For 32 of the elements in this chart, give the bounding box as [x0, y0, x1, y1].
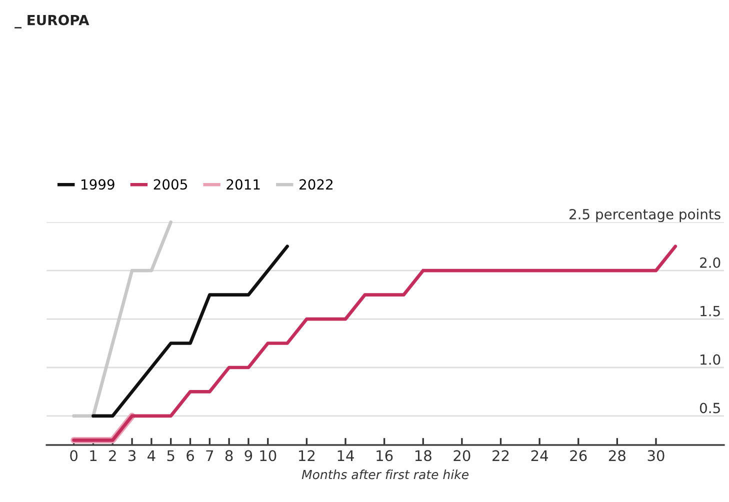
x-tick-label: 28	[608, 450, 626, 462]
x-tick-label: 30	[648, 450, 664, 462]
x-tick-label: 20	[454, 450, 470, 462]
y-tick-label: 0.5	[700, 402, 720, 414]
x-tick-label: 26	[570, 450, 587, 462]
y-tick-label: 1.0	[700, 354, 720, 365]
x-tick-label: 5	[167, 450, 174, 462]
x-axis-title: Months after first rate hike	[302, 470, 468, 480]
x-tick-label: 0	[70, 450, 78, 462]
x-tick-label: 24	[531, 450, 548, 461]
chart-title: _ EUROPA	[14, 14, 90, 28]
y-tick-label: 1.5	[700, 306, 720, 316]
x-tick-label: 9	[244, 450, 252, 462]
legend-label: 2022	[300, 179, 332, 190]
x-tick-label: 2	[109, 450, 116, 461]
y-tick-label: 2.5 percentage points	[570, 208, 720, 222]
x-tick-label: 6	[186, 450, 194, 462]
legend-label: 2011	[226, 179, 260, 190]
legend-label: 2005	[154, 179, 187, 190]
x-tick-label: 3	[128, 450, 136, 462]
x-tick-label: 4	[148, 450, 156, 461]
x-tick-label: 8	[225, 450, 233, 462]
x-tick-label: 1	[90, 450, 97, 461]
x-tick-label: 18	[415, 450, 432, 462]
legend-label: 1999	[82, 179, 114, 190]
x-tick-label: 12	[299, 450, 315, 461]
x-tick-label: 16	[376, 450, 393, 462]
x-tick-label: 10	[260, 450, 276, 462]
x-tick-label: 22	[492, 450, 509, 461]
x-tick-label: 7	[206, 450, 214, 461]
y-tick-label: 2.0	[700, 257, 720, 268]
x-tick-label: 14	[338, 450, 354, 461]
